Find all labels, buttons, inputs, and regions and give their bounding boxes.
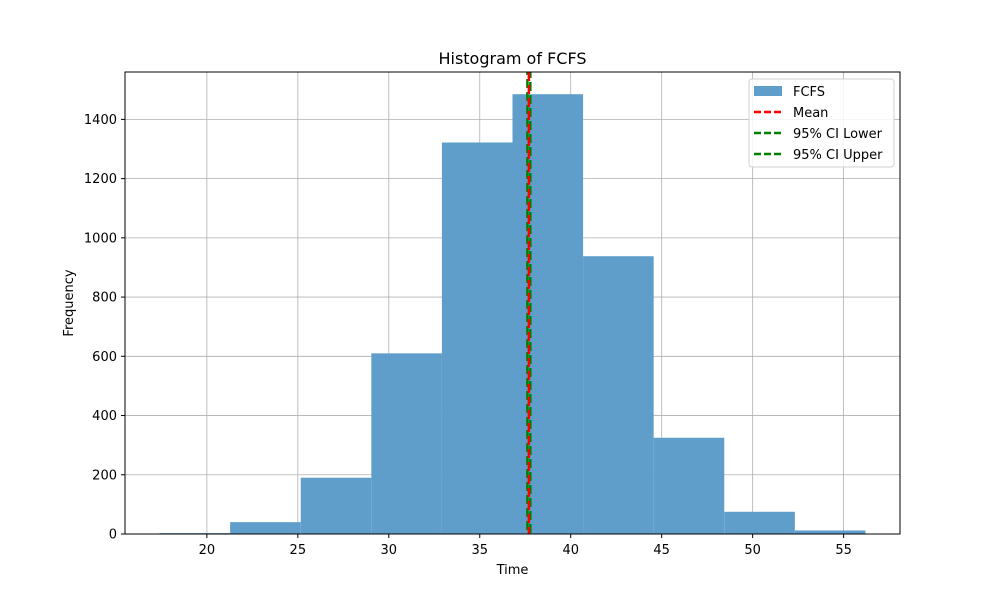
y-tick-label: 0 [109, 528, 117, 543]
y-tick-label: 800 [92, 291, 117, 306]
histogram-bar [371, 353, 442, 534]
y-tick-label: 400 [92, 409, 117, 424]
x-tick-label: 20 [199, 543, 216, 558]
chart-title: Histogram of FCFS [438, 49, 586, 68]
histogram-bar [230, 522, 301, 534]
histogram-bar [794, 530, 866, 534]
bars-layer [159, 94, 866, 534]
legend-label: FCFS [793, 85, 825, 100]
y-tick-label: 1200 [84, 172, 117, 187]
histogram-bar [724, 511, 795, 534]
y-tick-label: 1400 [84, 113, 117, 128]
legend-label: 95% CI Lower [793, 127, 883, 142]
x-tick-label: 40 [562, 543, 579, 558]
histogram-bar [300, 477, 372, 534]
legend-box [748, 78, 895, 168]
y-tick-label: 600 [92, 350, 117, 365]
y-tick-label: 200 [92, 468, 117, 483]
x-tick-label: 35 [471, 543, 488, 558]
x-tick-label: 55 [835, 543, 852, 558]
y-axis-title: Frequency [62, 269, 77, 336]
plot-frame [124, 71, 901, 535]
reference-lines-layer [526, 72, 532, 534]
legend-label: Mean [793, 106, 828, 121]
legend-swatch [754, 86, 782, 96]
x-tick-label: 25 [290, 543, 307, 558]
x-tick-label: 50 [744, 543, 761, 558]
x-tick-label: 45 [653, 543, 670, 558]
histogram-bar [441, 142, 513, 534]
histogram-bar [512, 94, 584, 534]
histogram-bar [653, 437, 725, 534]
ticks-layer: 20 25 30 35 40 45 50 55 0 200 400 600 800 1000 1200 140… [84, 113, 852, 558]
y-tick-label: 1000 [84, 231, 117, 246]
legend: FCFS Mean 95% CI Lower 95% CI Upper [748, 78, 895, 168]
x-tick-label: 30 [381, 543, 398, 558]
legend-label: 95% CI Upper [793, 148, 883, 163]
histogram-bar [583, 256, 654, 534]
x-axis-title: Time [496, 563, 529, 578]
